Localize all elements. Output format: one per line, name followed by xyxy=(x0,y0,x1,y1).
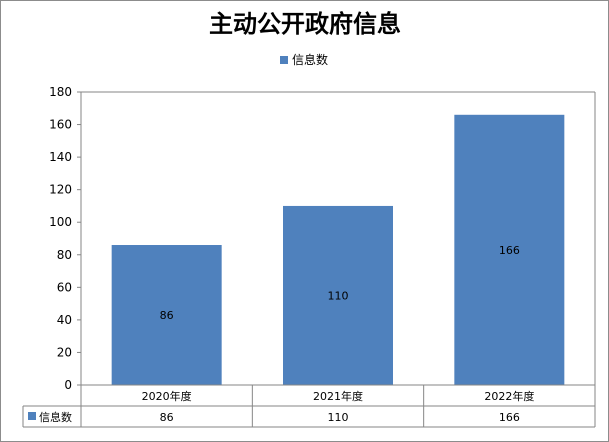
legend: 信息数 xyxy=(280,52,328,67)
bar-value-label: 86 xyxy=(160,309,174,322)
chart-title: 主动公开政府信息 xyxy=(209,9,401,38)
data-table: 2020年度 86 2021年度 110 2022年度 166 信息数 xyxy=(22,384,596,428)
legend-swatch xyxy=(280,56,288,64)
x-category-label: 2021年度 xyxy=(313,389,363,403)
y-tick-label: 80 xyxy=(57,248,72,262)
bar-value-label: 166 xyxy=(499,244,520,257)
bar xyxy=(283,205,393,385)
y-tick-label: 160 xyxy=(49,118,72,132)
table-value-cell: 86 xyxy=(160,411,174,424)
table-value-cell: 166 xyxy=(499,411,520,424)
legend-label: 信息数 xyxy=(292,52,328,67)
bar xyxy=(111,245,222,385)
y-tick-label: 180 xyxy=(49,85,72,99)
bar xyxy=(454,114,565,386)
y-tick-label: 20 xyxy=(57,345,72,359)
table-legend-swatch xyxy=(28,412,36,420)
bar-value-label: 110 xyxy=(328,289,349,302)
y-tick-label: 0 xyxy=(64,378,72,392)
bars: 86 110 166 xyxy=(111,114,565,386)
y-tick-label: 40 xyxy=(57,313,72,327)
table-value-cell: 110 xyxy=(328,411,349,424)
x-category-label: 2022年度 xyxy=(484,389,534,403)
y-tick-label: 60 xyxy=(57,280,72,294)
x-category-label: 2020年度 xyxy=(142,389,192,403)
y-axis: 0 20 40 60 80 100 120 140 160 180 xyxy=(49,85,596,392)
y-tick-label: 100 xyxy=(49,215,72,229)
y-tick-label: 140 xyxy=(49,150,72,164)
y-tick-label: 120 xyxy=(49,183,72,197)
table-series-name: 信息数 xyxy=(39,410,72,424)
